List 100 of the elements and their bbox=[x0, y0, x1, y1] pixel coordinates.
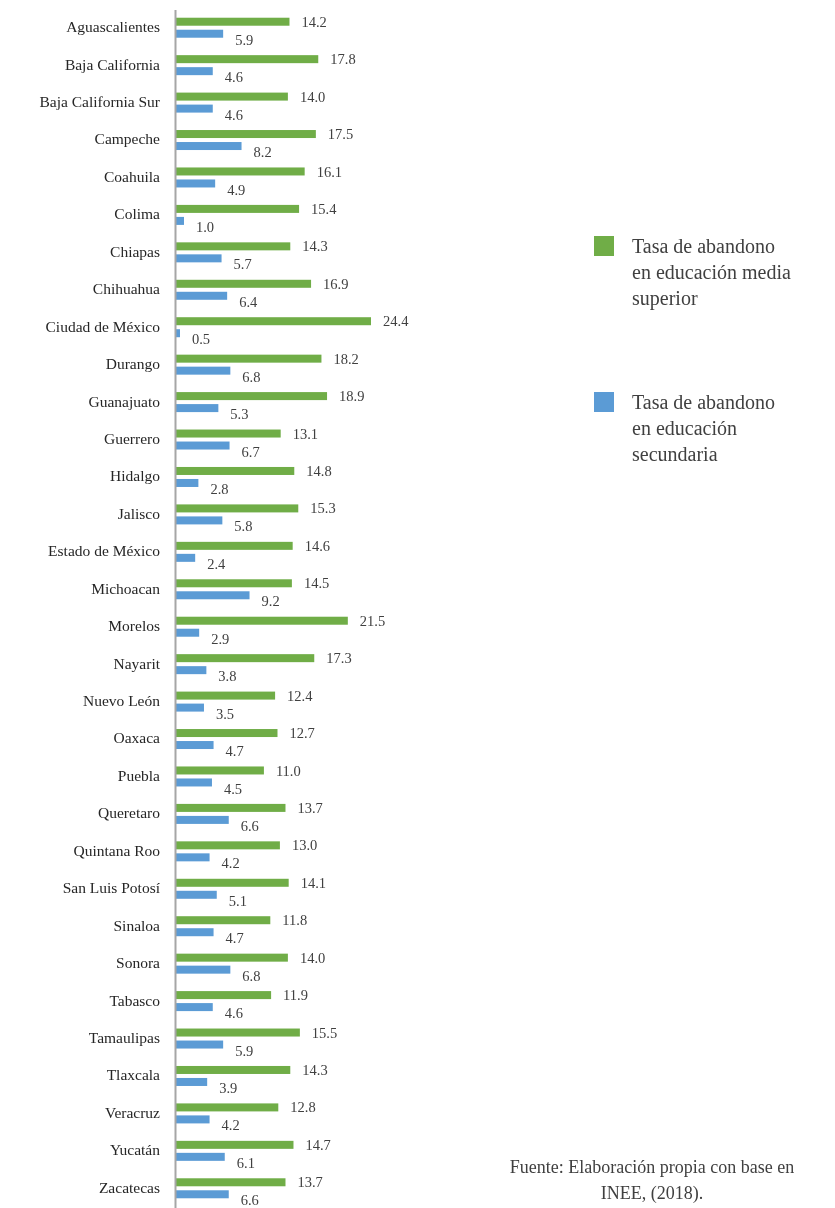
y-tick-label: San Luis Potosí bbox=[62, 879, 161, 897]
data-label: 4.6 bbox=[224, 69, 243, 86]
data-label: 6.8 bbox=[242, 967, 261, 984]
data-label: 14.7 bbox=[305, 1136, 331, 1153]
data-label: 13.7 bbox=[297, 799, 323, 816]
data-label: 5.9 bbox=[235, 1042, 254, 1059]
y-tick-label: Quintana Roo bbox=[73, 841, 161, 859]
bar bbox=[176, 1115, 210, 1124]
data-label: 3.9 bbox=[219, 1080, 238, 1097]
data-label: 21.5 bbox=[359, 612, 386, 629]
data-label: 4.6 bbox=[224, 1005, 243, 1022]
bar bbox=[176, 1028, 300, 1037]
y-tick-label: Puebla bbox=[117, 766, 161, 784]
data-label: 6.7 bbox=[241, 443, 260, 460]
bar bbox=[176, 1190, 229, 1199]
bar bbox=[176, 466, 295, 475]
bar bbox=[176, 130, 316, 139]
bar bbox=[176, 953, 288, 962]
data-label: 11.9 bbox=[283, 987, 308, 1004]
bar bbox=[176, 317, 371, 326]
data-label: 12.7 bbox=[289, 725, 315, 742]
bar bbox=[176, 666, 207, 675]
data-label: 24.4 bbox=[383, 313, 410, 330]
data-label: 13.7 bbox=[297, 1174, 323, 1191]
bar bbox=[176, 815, 229, 824]
y-tick-label: Nuevo León bbox=[82, 692, 161, 710]
data-label: 16.9 bbox=[323, 275, 349, 292]
bar bbox=[176, 366, 231, 375]
data-label: 4.7 bbox=[225, 930, 244, 947]
data-label: 4.6 bbox=[224, 106, 243, 123]
data-label: 4.9 bbox=[227, 181, 246, 198]
y-tick-label: Chihuahua bbox=[92, 280, 161, 298]
data-label: 12.4 bbox=[287, 687, 314, 704]
data-label: 6.1 bbox=[236, 1154, 255, 1171]
bar bbox=[176, 803, 286, 812]
data-label: 9.2 bbox=[261, 593, 280, 610]
bar bbox=[176, 516, 223, 525]
bar bbox=[176, 55, 319, 64]
y-tick-label: Guerrero bbox=[104, 429, 161, 447]
y-tick-label: Durango bbox=[105, 355, 161, 373]
data-label: 15.4 bbox=[311, 200, 338, 217]
y-tick-label: Jalisco bbox=[117, 504, 161, 522]
data-label: 3.5 bbox=[215, 705, 235, 722]
bar bbox=[176, 766, 264, 775]
bar bbox=[176, 354, 322, 363]
data-label: 11.8 bbox=[282, 912, 308, 929]
bar bbox=[176, 1003, 213, 1012]
bar bbox=[176, 1140, 294, 1149]
bar bbox=[176, 628, 200, 637]
data-label: 14.3 bbox=[302, 238, 328, 255]
bar bbox=[176, 242, 291, 251]
bar bbox=[176, 853, 210, 862]
bar bbox=[176, 67, 213, 76]
y-tick-label: Colima bbox=[114, 205, 161, 223]
bar bbox=[176, 878, 289, 887]
bar bbox=[176, 392, 328, 401]
data-label: 17.5 bbox=[327, 126, 354, 143]
data-label: 6.6 bbox=[240, 1192, 259, 1208]
data-label: 13.1 bbox=[292, 425, 319, 442]
bar bbox=[176, 429, 281, 438]
y-tick-label: Zacatecas bbox=[98, 1178, 160, 1196]
legend-label: Tasa de abandono en educación secundaria bbox=[632, 391, 775, 465]
data-label: 2.8 bbox=[210, 481, 229, 498]
y-tick-label: Sonora bbox=[116, 954, 161, 972]
bar bbox=[176, 916, 271, 925]
data-label: 17.8 bbox=[330, 51, 356, 68]
y-tick-label: Chiapas bbox=[110, 242, 160, 260]
bar bbox=[176, 1065, 291, 1074]
bar bbox=[176, 291, 228, 300]
data-label: 14.3 bbox=[302, 1062, 328, 1079]
data-label: 14.8 bbox=[306, 463, 332, 480]
data-label: 13.0 bbox=[291, 837, 318, 854]
data-label: 14.1 bbox=[300, 874, 327, 891]
bar bbox=[176, 591, 250, 600]
data-label: 6.8 bbox=[242, 368, 261, 385]
bar bbox=[176, 654, 315, 663]
bar bbox=[176, 1152, 225, 1161]
data-label: 14.2 bbox=[301, 13, 327, 30]
bar bbox=[176, 541, 293, 550]
bar bbox=[176, 29, 224, 38]
bar bbox=[176, 504, 299, 513]
bar bbox=[176, 841, 280, 850]
data-label: 1.0 bbox=[195, 218, 215, 235]
source-note: Fuente: Elaboración propia con base en INEE, (2018). bbox=[509, 1157, 795, 1205]
bar bbox=[176, 92, 288, 101]
bar bbox=[176, 991, 272, 1000]
data-label: 12.8 bbox=[290, 1099, 316, 1116]
data-label: 15.5 bbox=[311, 1024, 338, 1041]
bar bbox=[176, 741, 214, 750]
data-label: 3.8 bbox=[218, 668, 237, 685]
bar bbox=[176, 441, 230, 450]
y-tick-label: Aguascalientes bbox=[66, 18, 160, 36]
data-label: 4.7 bbox=[225, 743, 244, 760]
bar bbox=[176, 279, 312, 288]
bar bbox=[176, 204, 300, 213]
data-label: 4.2 bbox=[221, 1117, 240, 1134]
data-label: 14.0 bbox=[299, 88, 326, 105]
data-label: 18.2 bbox=[333, 350, 359, 367]
bar bbox=[176, 104, 213, 113]
data-label: 14.5 bbox=[303, 575, 330, 592]
